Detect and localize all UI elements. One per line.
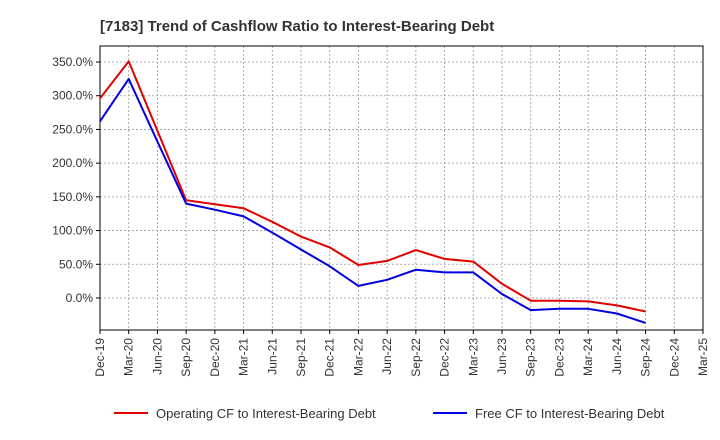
x-tick-label: Mar-21	[237, 338, 251, 376]
x-tick-label: Jun-22	[380, 338, 394, 375]
legend-label: Free CF to Interest-Bearing Debt	[475, 406, 665, 421]
y-tick-label: 350.0%	[52, 55, 93, 69]
x-tick-label: Sep-23	[524, 338, 538, 377]
y-tick-label: 300.0%	[52, 89, 93, 103]
series-lines	[99, 60, 646, 324]
x-tick-label: Sep-21	[294, 338, 308, 377]
chart-title: [7183] Trend of Cashflow Ratio to Intere…	[100, 18, 494, 35]
x-tick-label: Dec-24	[667, 338, 681, 377]
gridlines	[99, 46, 704, 330]
x-tick-label: Dec-23	[552, 338, 566, 377]
x-tick-label: Mar-20	[122, 338, 136, 376]
y-tick-label: 200.0%	[52, 156, 93, 170]
x-tick-label: Mar-25	[696, 338, 710, 376]
x-tick-label: Mar-24	[581, 338, 595, 376]
y-tick-label: 150.0%	[52, 190, 93, 204]
x-tick-label: Jun-24	[610, 338, 624, 375]
x-tick-label: Jun-23	[495, 338, 509, 375]
legend-label: Operating CF to Interest-Bearing Debt	[156, 406, 376, 421]
x-tick-label: Dec-22	[438, 338, 452, 377]
y-tick-label: 0.0%	[66, 291, 94, 305]
y-tick-label: 100.0%	[52, 224, 93, 238]
x-tick-label: Sep-24	[639, 338, 653, 377]
x-tick-label: Mar-22	[351, 338, 365, 376]
x-tick-label: Dec-19	[93, 338, 107, 377]
y-axis: 350.0% 300.0% 250.0% 200.0% 150.0% 100.0% 50.0…	[52, 55, 100, 305]
plot-area	[99, 45, 704, 331]
x-axis: Dec-19 Mar-20 Jun-20 Sep-20 Dec-20 Mar-21 Jun-…	[93, 330, 710, 377]
y-tick-label: 250.0%	[52, 122, 93, 136]
x-tick-label: Dec-20	[208, 338, 222, 377]
x-tick-label: Sep-20	[179, 338, 193, 377]
series-line-operating-cf	[99, 60, 646, 313]
y-tick-label: 50.0%	[59, 257, 93, 271]
x-tick-label: Mar-23	[466, 338, 480, 376]
x-tick-label: Jun-21	[265, 338, 279, 375]
x-tick-label: Jun-20	[150, 338, 164, 375]
x-tick-label: Dec-21	[323, 338, 337, 377]
legend: Operating CF to Interest-Bearing Debt Fre…	[114, 406, 665, 421]
series-line-free-cf	[99, 77, 646, 324]
x-tick-label: Sep-22	[409, 338, 423, 377]
